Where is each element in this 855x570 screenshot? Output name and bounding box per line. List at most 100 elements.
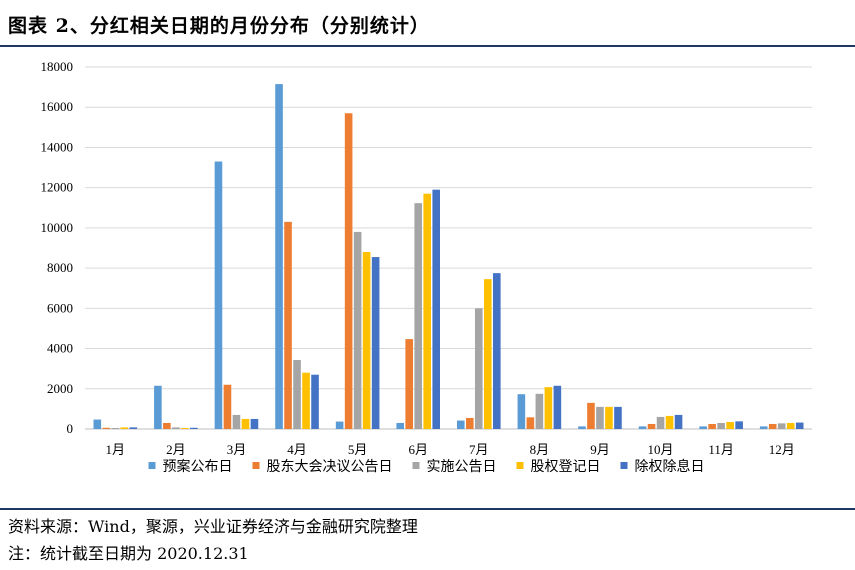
bar <box>526 417 535 429</box>
bar <box>396 422 405 429</box>
y-tick-label: 12000 <box>41 180 74 195</box>
bar <box>786 422 795 429</box>
bar <box>777 423 786 429</box>
x-tick-label: 1月 <box>106 442 126 457</box>
bar <box>302 372 310 429</box>
bars <box>93 84 804 429</box>
bar <box>214 161 223 429</box>
legend-label: 股权登记日 <box>531 459 601 475</box>
date-note: 注：统计截至日期为 2020.12.31 <box>8 544 249 563</box>
bar <box>362 252 371 429</box>
legend-swatch <box>412 462 420 469</box>
bar <box>795 422 804 429</box>
bar <box>735 421 743 429</box>
bar <box>311 374 319 429</box>
x-tick-label: 6月 <box>408 442 428 457</box>
bar <box>674 414 683 429</box>
bar <box>474 308 483 429</box>
legend-label: 预案公布日 <box>163 458 233 475</box>
y-tick-label: 0 <box>67 421 74 436</box>
bar <box>768 423 777 429</box>
bar <box>726 421 734 429</box>
x-tick-label: 5月 <box>348 442 368 457</box>
x-tick-label: 3月 <box>227 442 247 457</box>
bar <box>759 426 768 429</box>
y-tick-label: 6000 <box>47 300 73 315</box>
legend-swatch <box>516 462 524 469</box>
bar <box>232 414 241 429</box>
x-tick-label: 12月 <box>769 442 795 457</box>
bar <box>483 279 492 429</box>
bar <box>120 427 129 429</box>
legend: 预案公布日 股东大会决议公告日 实施公告日 股权登记日 除权除息日 <box>148 458 705 475</box>
bar <box>154 385 162 429</box>
x-tick-label: 11月 <box>708 442 734 457</box>
bar <box>275 84 283 429</box>
bar <box>665 415 674 429</box>
x-tick-label: 7月 <box>469 442 489 457</box>
bar <box>335 421 344 429</box>
x-tick-label: 10月 <box>648 442 674 457</box>
bar <box>423 193 432 429</box>
legend-label: 除权除息日 <box>635 458 705 475</box>
bar <box>596 406 604 429</box>
x-tick-label: 2月 <box>166 442 186 457</box>
legend-swatch <box>620 462 628 469</box>
legend-swatch <box>252 462 260 469</box>
legend-label: 实施公告日 <box>427 459 497 475</box>
bar <box>284 221 292 429</box>
source-note: 资料来源：Wind，聚源，兴业证券经济与金融研究院整理 <box>8 517 418 536</box>
bar <box>181 427 189 429</box>
bar <box>111 427 120 429</box>
bar-chart: 0 2000 4000 6000 8000 10000 12000 14000 16000 180… <box>41 59 812 475</box>
bar <box>163 422 171 429</box>
y-tick-label: 4000 <box>47 341 73 356</box>
footer-divider <box>0 508 855 510</box>
y-tick-label: 18000 <box>41 59 74 74</box>
bar <box>293 360 301 429</box>
bar <box>344 113 353 429</box>
bar <box>535 393 544 429</box>
bar <box>353 231 362 429</box>
x-tick-label: 4月 <box>287 442 307 457</box>
bar <box>241 418 250 429</box>
y-tick-label: 2000 <box>47 381 73 396</box>
x-tick-label: 8月 <box>530 442 550 457</box>
bar <box>605 406 613 429</box>
bar <box>614 406 622 429</box>
y-tick-label: 8000 <box>47 260 73 275</box>
y-tick-label: 14000 <box>41 139 74 154</box>
bar <box>656 416 665 429</box>
bar <box>432 189 441 429</box>
bar <box>492 273 501 429</box>
title-divider <box>0 45 855 47</box>
bar <box>553 385 562 429</box>
bar <box>172 427 180 429</box>
x-axis-ticks: 1月 2月 3月 4月 5月 6月 7月 8月 9月 10月 11月 12月 <box>106 442 795 457</box>
bar <box>699 426 707 429</box>
bar <box>414 203 423 429</box>
legend-swatch <box>148 462 156 469</box>
bar <box>638 426 647 429</box>
bar <box>190 427 198 429</box>
bar <box>102 427 111 429</box>
y-axis-ticks: 0 2000 4000 6000 8000 10000 12000 14000 16000 180… <box>41 59 74 436</box>
bar <box>129 427 138 429</box>
bar <box>544 387 553 429</box>
bar <box>717 422 725 429</box>
legend-label: 股东大会决议公告日 <box>267 459 393 475</box>
bar <box>578 426 586 429</box>
gridlines <box>85 66 812 430</box>
figure-title: 图表 2、分红相关日期的月份分布（分别统计） <box>8 15 430 37</box>
x-tick-label: 9月 <box>590 442 610 457</box>
bar <box>223 384 232 429</box>
bar <box>371 257 380 429</box>
bar <box>250 418 259 429</box>
bar <box>465 417 474 429</box>
bar <box>647 423 656 429</box>
y-tick-label: 16000 <box>41 99 74 114</box>
bar <box>93 419 102 429</box>
bar <box>405 339 414 429</box>
bar <box>456 420 465 429</box>
bar <box>517 394 526 429</box>
